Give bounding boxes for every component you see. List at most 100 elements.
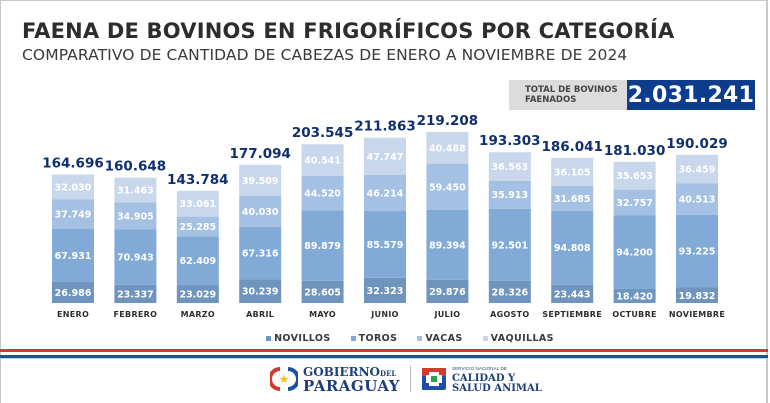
bar-segment-novillos [676, 287, 718, 303]
gobierno-del: DEL [380, 369, 397, 378]
segment-label-toros: 70.943 [117, 253, 154, 264]
bar-segment-vacas [176, 216, 219, 237]
bar-segment-novillos [301, 280, 344, 303]
segment-label-vacas: 34.905 [117, 211, 154, 222]
segment-label-vaquillas: 47.747 [367, 152, 404, 163]
total-label: 164.696 [42, 156, 104, 172]
bar-segment-novillos [426, 279, 469, 303]
segment-label-vaquillas: 40.541 [304, 156, 341, 167]
bar-segment-toros [551, 210, 594, 285]
segment-label-toros: 92.501 [491, 240, 528, 251]
legend-label-toros: TOROS [358, 333, 398, 344]
legend-item-vacas: VACAS [417, 333, 462, 344]
legend-label-novillos: NOVILLOS [274, 333, 331, 344]
segment-label-novillos: 23.337 [117, 289, 154, 300]
bar-segment-novillos [551, 284, 594, 303]
flag-stripe-red [0, 349, 768, 352]
flag-stripe-lightblue [0, 358, 768, 359]
legend-item-toros: TOROS [350, 333, 398, 344]
bar-segment-vacas [488, 180, 531, 209]
total-label: 193.303 [479, 133, 541, 149]
bar-segment-vaquillas [613, 161, 656, 190]
segment-label-vacas: 40.030 [242, 207, 279, 218]
segment-label-vaquillas: 36.459 [679, 164, 716, 175]
bar-segment-vacas [239, 195, 282, 227]
bar-segment-toros [239, 226, 282, 280]
senacsa-text: SERVICIO NACIONAL DE CALIDAD Y SALUD ANI… [452, 364, 542, 394]
senacsa-line2: SALUD ANIMAL [451, 383, 542, 394]
legend-swatch-vacas [417, 336, 423, 341]
bar-segment-vaquillas [426, 132, 469, 164]
footer-logos: GOBIERNODEL PARAGUAY SERVICIO NACIONAL D… [270, 364, 542, 394]
segment-label-toros: 89.394 [429, 240, 466, 251]
month-label: JULIO [433, 310, 460, 319]
month-label: SEPTIEMBRE [542, 310, 602, 319]
segment-label-novillos: 23.443 [554, 289, 591, 300]
chart-legend: NOVILLOS TOROS VACAS VAQUILLAS [0, 333, 770, 344]
legend-item-novillos: NOVILLOS [266, 333, 331, 344]
month-label: ABRIL [246, 310, 274, 319]
segment-label-vacas: 25.285 [179, 222, 216, 233]
bar-segment-novillos [613, 288, 656, 303]
bar-segment-vacas [301, 175, 344, 211]
segment-label-vacas: 31.685 [554, 194, 591, 205]
gobierno-line1: GOBIERNO [303, 365, 380, 379]
total-box: TOTAL DE BOVINOS FAENADOS 2.031.241 [509, 80, 755, 110]
gobierno-line2: PARAGUAY [303, 377, 400, 395]
bar-segment-vacas [676, 183, 718, 215]
month-label: JUNIO [370, 310, 398, 319]
segment-label-toros: 94.200 [616, 247, 653, 258]
segment-label-vaquillas: 40.488 [429, 143, 466, 154]
bar-segment-vacas [426, 163, 469, 210]
bar-segment-vacas [52, 199, 94, 229]
total-label: 186.041 [541, 139, 603, 155]
total-label: TOTAL DE BOVINOS FAENADOS [509, 80, 627, 110]
bar-segment-toros [676, 214, 718, 288]
bar-segment-vacas [613, 189, 656, 216]
segment-label-vacas: 37.749 [55, 210, 92, 221]
segment-label-vacas: 40.513 [679, 195, 716, 206]
bar-segment-vaquillas [52, 174, 94, 200]
bar-segment-vaquillas [114, 177, 157, 203]
total-value: 2.031.241 [627, 80, 755, 110]
total-label: 181.030 [604, 143, 666, 159]
segment-label-novillos: 32.323 [367, 286, 404, 297]
segment-label-vaquillas: 39.509 [242, 176, 279, 187]
segment-label-vacas: 59.450 [429, 182, 466, 193]
segment-label-novillos: 18.420 [616, 291, 653, 302]
segment-label-vacas: 32.757 [616, 198, 653, 209]
total-label: 143.784 [167, 172, 229, 188]
month-label: AGOSTO [490, 310, 529, 319]
bar-segment-toros [613, 215, 656, 289]
bar-segment-vaquillas [488, 152, 531, 181]
bar-segment-vaquillas [301, 144, 344, 176]
total-label: 211.863 [354, 119, 416, 135]
segment-label-novillos: 30.239 [242, 287, 279, 298]
total-label: 160.648 [105, 159, 167, 175]
bar-segment-toros [488, 208, 531, 281]
segment-label-novillos: 28.326 [491, 287, 528, 298]
footer-divider [409, 366, 411, 392]
bar-segment-toros [426, 209, 469, 280]
segment-label-novillos: 28.605 [304, 287, 341, 298]
total-label: 177.094 [229, 146, 291, 162]
total-label: 203.545 [292, 125, 354, 141]
month-label: MAYO [309, 310, 336, 319]
segment-label-vaquillas: 36.563 [491, 162, 528, 173]
segment-label-novillos: 29.876 [429, 287, 466, 298]
total-label: 219.208 [417, 113, 479, 129]
legend-label-vacas: VACAS [425, 333, 463, 344]
chart-title: FAENA DE BOVINOS EN FRIGORÍFICOS POR CAT… [22, 19, 675, 43]
legend-label-vaquillas: VAQUILLAS [490, 333, 554, 344]
bar-segment-toros [301, 210, 344, 281]
month-label: MARZO [181, 310, 215, 319]
bar-segment-toros [52, 228, 94, 282]
segment-label-novillos: 19.832 [679, 291, 716, 302]
legend-swatch-toros [350, 336, 356, 341]
segment-label-toros: 62.409 [179, 256, 216, 267]
total-label: 190.029 [666, 136, 728, 152]
segment-label-vaquillas: 32.030 [55, 183, 92, 194]
bar-segment-vacas [551, 186, 594, 211]
legend-item-vaquillas: VAQUILLAS [482, 333, 554, 344]
segment-label-toros: 89.879 [304, 241, 341, 252]
